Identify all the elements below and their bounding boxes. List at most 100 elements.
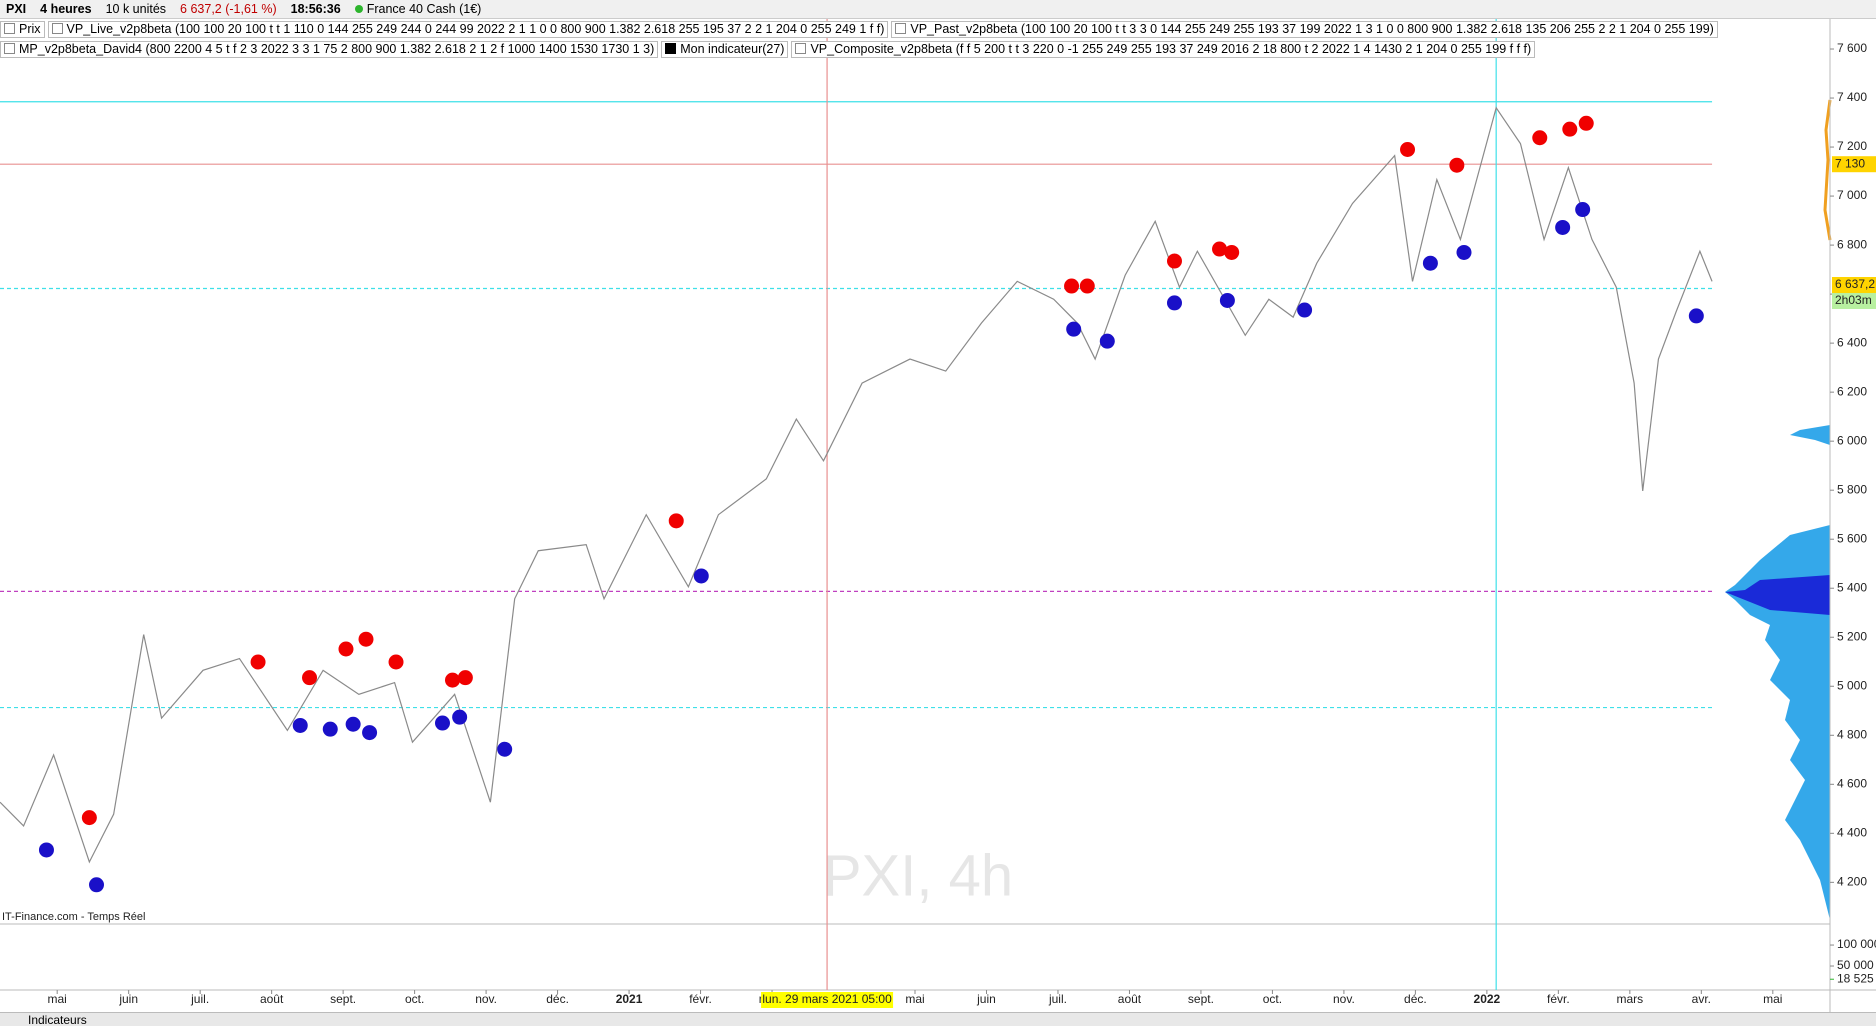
y-tick-label: 4 200 [1837,875,1867,889]
volume-last-label: 18 525 [1837,971,1874,985]
signal-dot [1688,308,1704,324]
y-tick-label: 6 400 [1837,335,1867,349]
signal-dot [338,641,354,657]
x-tick-label: mai [905,992,924,1006]
signal-dot [89,877,105,893]
cursor-date-bg [761,992,894,1008]
y-tick-label: 4 800 [1837,727,1867,741]
signal-dot [38,842,54,858]
x-tick-label: juin [118,992,138,1006]
x-tick-label: 2021 [616,992,643,1006]
y-tick-label: 7 400 [1837,90,1867,104]
indicators-button[interactable]: Indicateurs [28,1013,87,1027]
y-tick-label: 6 200 [1837,384,1867,398]
signal-dot [1224,244,1240,260]
signal-dot [444,672,460,688]
indicator[interactable]: Prix [0,21,45,38]
signal-dot [457,670,473,686]
signal-dot [1578,115,1594,131]
signal-dot [452,709,468,725]
y-tick-label: 4 600 [1837,776,1867,790]
cursor-date: lun. 29 mars 2021 05:00 [762,992,892,1006]
axis-badge-label: 7 130 [1835,156,1865,170]
y-tick-label: 5 400 [1837,580,1867,594]
signal-dot [81,810,97,826]
signal-dot [358,631,374,647]
indicator[interactable]: VP_Composite_v2p8beta (f f 5 200 t t 3 2… [791,41,1536,58]
signal-dot [388,654,404,670]
signal-dot [1079,278,1095,294]
signal-dot [1449,157,1465,173]
clock: 18:56:36 [290,2,341,16]
x-tick-label: févr. [689,992,712,1006]
signal-dot [1532,130,1548,146]
indicator[interactable]: VP_Live_v2p8beta (100 100 20 100 t t 1 1… [47,21,889,38]
indicator[interactable]: MP_v2p8beta_David4 (800 2200 4 5 t f 2 3… [0,41,659,58]
signal-dot [362,725,378,741]
x-tick-label: mai [48,992,67,1006]
volume-profile [1725,425,1830,920]
x-tick-label: oct. [1263,992,1282,1006]
countdown: 2h03m [1835,293,1872,307]
x-tick-label: févr. [1547,992,1570,1006]
signal-dot [1456,244,1472,260]
signal-dot [1219,292,1235,308]
signal-dot [345,716,361,732]
signal-dot [1099,333,1115,349]
x-tick-label: juil. [190,992,209,1006]
signal-dot [693,568,709,584]
x-tick-label: sept. [330,992,356,1006]
x-tick-label: déc. [1404,992,1427,1006]
x-tick-label: août [260,992,284,1006]
volume-tick-label: 100 000 [1837,937,1876,951]
axis-badge [1832,276,1876,293]
axis-badge [1832,156,1876,173]
units[interactable]: 10 k unités [105,2,167,16]
x-tick-label: mars [1617,992,1644,1006]
y-tick-label: 4 400 [1837,825,1867,839]
y-tick-label: 5 600 [1837,531,1867,545]
volume-profile-core [1725,575,1830,615]
y-tick-label: 6 800 [1837,237,1867,251]
indicator-row: Prix VP_Live_v2p8beta (100 100 20 100 t … [0,21,1718,38]
signal-dot [1212,241,1228,257]
x-tick-label: nov. [475,992,497,1006]
signal-dot [1166,295,1182,311]
period[interactable]: 4 heures [40,2,92,16]
indicator[interactable]: VP_Past_v2p8beta (100 100 20 100 t t 3 3… [891,21,1718,38]
x-tick-label: déc. [546,992,569,1006]
volume-tick-label: 50 000 [1837,958,1874,972]
signal-dot [292,717,308,733]
countdown-badge [1832,292,1876,309]
y-tick-label: 7 200 [1837,139,1867,153]
price-line [0,106,1713,864]
watermark: PXI, 4h [823,843,1013,908]
signal-dot [1575,202,1591,218]
signal-dot [497,741,513,757]
signal-dot [1297,302,1313,318]
x-tick-label: août [1118,992,1142,1006]
y-tick-label: 7 000 [1837,188,1867,202]
x-tick-label: 2022 [1474,992,1501,1006]
signal-dot [1422,255,1438,271]
signal-dot [1166,253,1182,269]
y-tick-label: 5 800 [1837,482,1867,496]
indicator-row: MP_v2p8beta_David4 (800 2200 4 5 t f 2 3… [0,41,1536,58]
source-label: IT-Finance.com - Temps Réel [2,911,145,923]
toolbar: PXI 4 heures 10 k unités 6 637,2 (-1,61 … [0,0,1876,19]
profile-edge [1823,99,1832,241]
symbol[interactable]: PXI [6,2,27,16]
indicator[interactable]: Mon indicateur(27) [661,41,789,58]
signal-dot [1064,278,1080,294]
x-tick-label: sept. [1188,992,1214,1006]
signal-dot [434,715,450,731]
y-tick-label: 7 600 [1837,41,1867,55]
x-tick-label: oct. [405,992,424,1006]
signal-dot [1400,142,1416,158]
axis-badge-label: 6 637,2 [1835,277,1875,291]
y-tick-label: 5 200 [1837,629,1867,643]
signal-dot [1066,321,1082,337]
